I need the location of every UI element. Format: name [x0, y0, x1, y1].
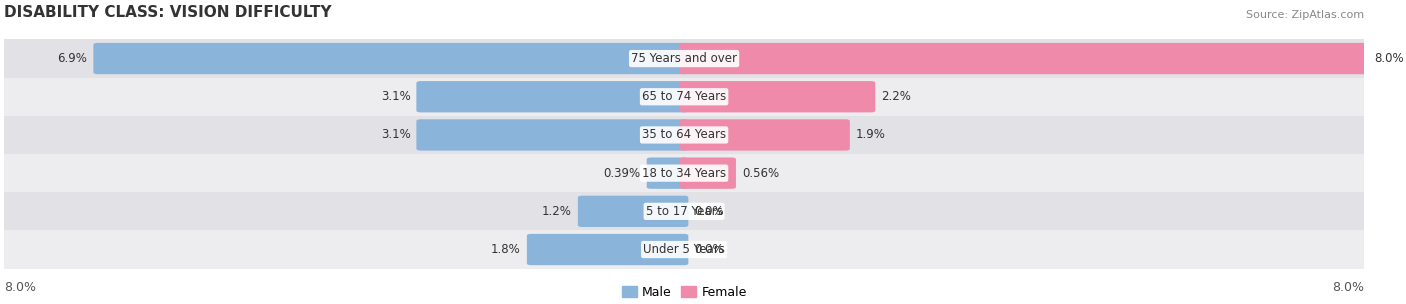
Text: 8.0%: 8.0% — [4, 281, 37, 294]
Bar — [4, 154, 1364, 192]
Bar — [4, 192, 1364, 230]
FancyBboxPatch shape — [416, 81, 689, 112]
Text: 0.39%: 0.39% — [603, 167, 641, 180]
FancyBboxPatch shape — [578, 196, 689, 227]
Text: 0.56%: 0.56% — [742, 167, 779, 180]
Text: 35 to 64 Years: 35 to 64 Years — [643, 129, 725, 141]
FancyBboxPatch shape — [93, 43, 689, 74]
FancyBboxPatch shape — [681, 43, 1368, 74]
Text: 65 to 74 Years: 65 to 74 Years — [643, 90, 727, 103]
Text: 0.0%: 0.0% — [695, 205, 724, 218]
Bar — [4, 116, 1364, 154]
Bar — [4, 230, 1364, 269]
Text: 1.2%: 1.2% — [543, 205, 572, 218]
Text: 5 to 17 Years: 5 to 17 Years — [645, 205, 723, 218]
Text: 8.0%: 8.0% — [1331, 281, 1364, 294]
Text: 3.1%: 3.1% — [381, 129, 411, 141]
FancyBboxPatch shape — [681, 157, 735, 189]
FancyBboxPatch shape — [681, 81, 876, 112]
Text: 2.2%: 2.2% — [882, 90, 911, 103]
FancyBboxPatch shape — [647, 157, 689, 189]
Text: DISABILITY CLASS: VISION DIFFICULTY: DISABILITY CLASS: VISION DIFFICULTY — [4, 5, 332, 19]
Text: 6.9%: 6.9% — [58, 52, 87, 65]
Text: 0.0%: 0.0% — [695, 243, 724, 256]
Bar — [4, 78, 1364, 116]
FancyBboxPatch shape — [681, 119, 849, 150]
FancyBboxPatch shape — [527, 234, 689, 265]
Text: 75 Years and over: 75 Years and over — [631, 52, 737, 65]
Bar — [4, 40, 1364, 78]
Text: 1.9%: 1.9% — [856, 129, 886, 141]
Text: 3.1%: 3.1% — [381, 90, 411, 103]
FancyBboxPatch shape — [416, 119, 689, 150]
Text: 1.8%: 1.8% — [491, 243, 520, 256]
Text: Source: ZipAtlas.com: Source: ZipAtlas.com — [1246, 10, 1364, 19]
Legend: Male, Female: Male, Female — [621, 286, 747, 299]
Text: Under 5 Years: Under 5 Years — [643, 243, 725, 256]
Text: 8.0%: 8.0% — [1374, 52, 1403, 65]
Text: 18 to 34 Years: 18 to 34 Years — [643, 167, 725, 180]
